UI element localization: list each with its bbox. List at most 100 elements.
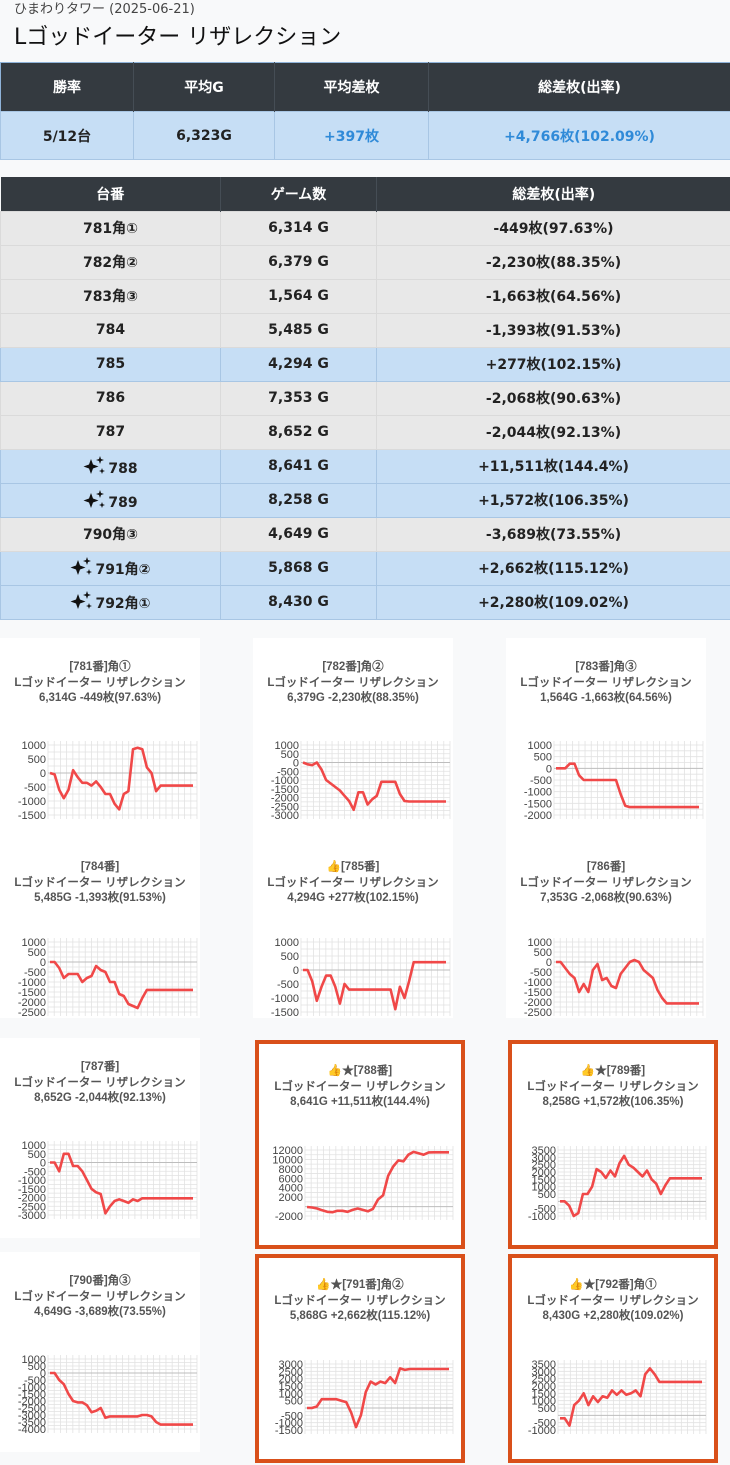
table-row[interactable]: 791角② 5,868 G +2,662枚(115.12%) (0, 550, 730, 586)
table-row[interactable]: 783角③ 1,564 G -1,663枚(64.56%) (0, 278, 730, 314)
machine-no-label: 781角① (82, 221, 139, 237)
chart-title-line: Lゴッドイーター リザレクション (520, 676, 692, 689)
y-tick-label: 0 (546, 763, 552, 775)
y-tick-label: 0 (40, 768, 46, 780)
sparkle-icon (70, 591, 95, 612)
machine-no-cell[interactable]: 783角③ (0, 278, 221, 314)
series-line (50, 1371, 193, 1426)
chart-title: [783番]角③ Lゴッドイーター リザレクション 1,564G -1,663枚(6… (506, 660, 706, 707)
diff-cell: -449枚(97.63%) (376, 210, 730, 246)
series-line (50, 960, 193, 1010)
table-row[interactable]: 788 8,641 G +11,511枚(144.4%) (0, 448, 730, 484)
chart-panel: 👍[785番] Lゴッドイーター リザレクション 4,294G +277枚(102.… (253, 838, 453, 1018)
y-tick-label: 1000 (275, 740, 299, 752)
table-row[interactable]: 782角② 6,379 G -2,230枚(88.35%) (0, 244, 730, 280)
y-tick-label: 1000 (22, 1140, 46, 1152)
chart-title-line: [787番] (80, 1061, 120, 1073)
y-tick-label: 1500 (532, 1388, 556, 1400)
y-tick-label: 0 (40, 1158, 46, 1170)
y-tick-label: -1000 (18, 1175, 46, 1187)
line-chart: 1000 500 0 -500 -1000 -1500 (18, 740, 198, 822)
table-row[interactable]: 786 7,353 G -2,068枚(90.63%) (0, 380, 730, 416)
series-line (556, 762, 699, 809)
table-row[interactable]: 789 8,258 G +1,572枚(106.35%) (0, 482, 730, 518)
chart-title-line: Lゴッドイーター リザレクション (267, 676, 439, 689)
y-tick-label: -1500 (524, 987, 552, 999)
table-row[interactable]: 790角③ 4,649 G -3,689枚(73.55%) (0, 516, 730, 552)
diff-cell: -2,044枚(92.13%) (376, 414, 730, 450)
y-tick-label: -1500 (524, 798, 552, 810)
series-line (307, 1367, 449, 1429)
machine-no-cell[interactable]: 788 (0, 448, 221, 484)
machine-no-cell[interactable]: 786 (0, 380, 221, 416)
chart-title-line: [783番]角③ (575, 661, 637, 673)
y-tick-label: 3000 (279, 1359, 303, 1371)
machine-no-cell[interactable]: 792角① (0, 584, 221, 620)
diff-cell: +11,511枚(144.4%) (376, 448, 730, 484)
chart-title-line: 5,485G -1,393枚(91.53%) (34, 892, 166, 904)
table-row[interactable]: 792角① 8,430 G +2,280枚(109.02%) (0, 584, 730, 620)
table-row[interactable]: 784 5,485 G -1,393枚(91.53%) (0, 312, 730, 348)
games-cell: 8,652 G (220, 414, 377, 450)
diff-cell: -3,689枚(73.55%) (376, 516, 730, 552)
machine-no-label: 786 (95, 390, 126, 406)
y-tick-label: -500 (534, 1204, 556, 1216)
y-tick-label: -1500 (18, 1389, 46, 1401)
y-tick-label: 500 (281, 749, 299, 761)
y-tick-label: 0 (40, 957, 46, 969)
diff-cell: +2,662枚(115.12%) (376, 550, 730, 586)
line-chart: 1000 500 0 -500 -1000 -1500 (271, 937, 451, 1018)
chart-title: 👍★[792番]角① Lゴッドイーター リザレクション 8,430G +2,280枚… (512, 1278, 714, 1325)
diff-cell: -1,663枚(64.56%) (376, 278, 730, 314)
y-tick-label: -500 (277, 979, 299, 991)
chart-title: [790番]角③ Lゴッドイーター リザレクション 4,649G -3,689枚(7… (0, 1274, 200, 1321)
y-tick-label: 500 (534, 947, 552, 959)
machine-no-cell[interactable]: 789 (0, 482, 221, 518)
machine-no-cell[interactable]: 782角② (0, 244, 221, 280)
machine-no-cell[interactable]: 791角② (0, 550, 221, 586)
y-tick-label: -2500 (18, 1201, 46, 1213)
table-row[interactable]: 787 8,652 G -2,044枚(92.13%) (0, 414, 730, 450)
chart-title: 👍★[788番] Lゴッドイーター リザレクション 8,641G +11,511枚(… (259, 1064, 461, 1111)
y-tick-label: -1500 (271, 784, 299, 796)
y-tick-label: 12000 (272, 1145, 303, 1157)
chart-title-line: [781番]角① (69, 661, 131, 673)
games-cell: 7,353 G (220, 380, 377, 416)
machine-no-cell[interactable]: 785 (0, 346, 221, 382)
y-tick-label: -1000 (528, 1425, 556, 1437)
y-tick-label: 500 (28, 754, 46, 766)
machine-no-cell[interactable]: 784 (0, 312, 221, 348)
games-cell: 8,430 G (220, 584, 377, 620)
y-tick-label: 1000 (22, 937, 46, 949)
y-tick-label: 3500 (532, 1145, 556, 1157)
header-games: ゲーム数 (220, 177, 377, 211)
y-tick-label: 2500 (532, 1160, 556, 1172)
machine-table: 台番 ゲーム数 総差枚(出率) 781角① 6,314 G -449枚(97.63%… (0, 177, 730, 620)
chart-title-line: Lゴッドイーター リザレクション (14, 1290, 186, 1303)
diff-cell: -1,393枚(91.53%) (376, 312, 730, 348)
chart-title-line: 👍★[791番]角② (316, 1279, 404, 1291)
y-tick-label: -1000 (524, 787, 552, 799)
chart-title-line: 5,868G +2,662枚(115.12%) (289, 1310, 431, 1322)
chart-title-line: Lゴッドイーター リザレクション (14, 1076, 186, 1089)
header-avg-diff: 平均差枚 (274, 62, 429, 112)
table-row[interactable]: 781角① 6,314 G -449枚(97.63%) (0, 210, 730, 246)
summary-table: 勝率 平均G 平均差枚 総差枚(出率) 5/12台 6,323G +397枚 +… (0, 62, 730, 160)
y-tick-label: -500 (534, 1418, 556, 1430)
diff-cell: +277枚(102.15%) (376, 346, 730, 382)
chart-title-line: 👍★[789番] (580, 1065, 646, 1077)
machine-no-cell[interactable]: 787 (0, 414, 221, 450)
y-tick-label: -2000 (524, 810, 552, 822)
machine-no-cell[interactable]: 790角③ (0, 516, 221, 552)
machine-no-label: 787 (95, 424, 126, 440)
page-header: ひまわりタワー (2025-06-21) Lゴッドイーター リザレクション (0, 0, 730, 62)
y-tick-label: 1000 (532, 1182, 556, 1194)
y-tick-label: 500 (28, 1361, 46, 1373)
avg-diff-value: +397枚 (274, 111, 429, 160)
table-row[interactable]: 785 4,294 G +277枚(102.15%) (0, 346, 730, 382)
y-tick-label: -1000 (524, 977, 552, 989)
machine-no-cell[interactable]: 781角① (0, 210, 221, 246)
